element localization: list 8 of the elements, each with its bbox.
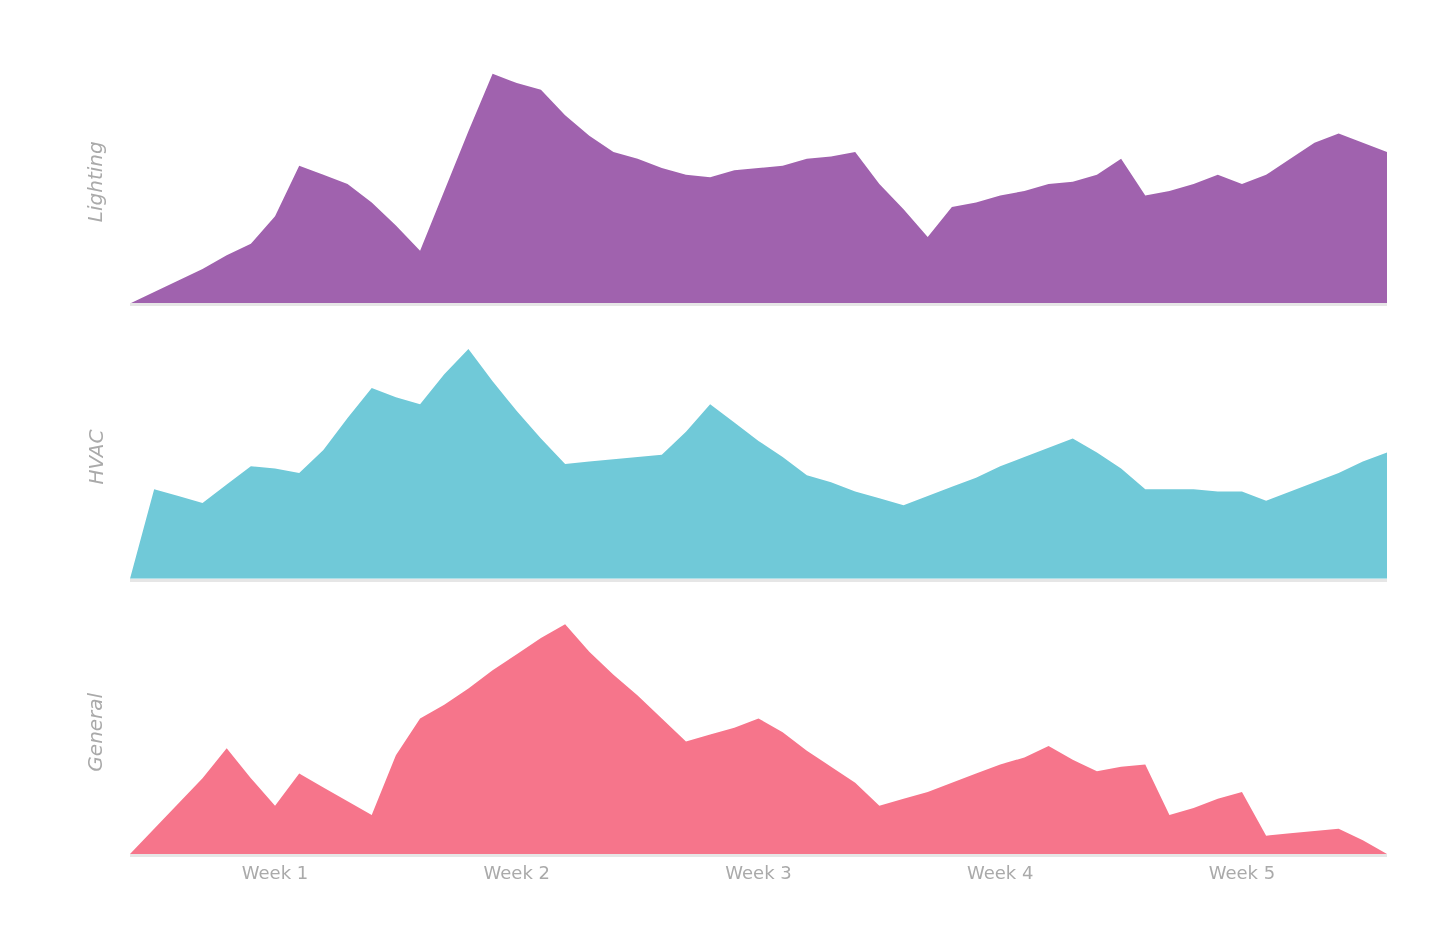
x-tick-label: Week 2 (483, 861, 551, 883)
text: HVAC (83, 429, 108, 485)
x-tick-label: Week 4 (966, 861, 1034, 883)
x-tick-label: Week 3 (725, 861, 792, 883)
x-tick-label: Week 1 (241, 861, 309, 883)
text: General (83, 692, 108, 772)
text: Lighting (83, 141, 108, 223)
x-tick-label: Week 5 (1208, 861, 1276, 883)
